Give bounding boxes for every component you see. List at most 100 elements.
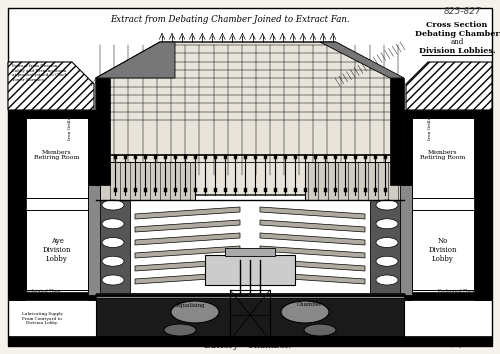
Polygon shape [96,200,130,295]
Text: Smee & Graham, 20 John London.: Smee & Graham, 20 John London. [416,344,488,348]
Bar [134,188,136,192]
Bar [184,155,186,159]
Bar [324,155,326,159]
Bar [364,188,366,192]
Bar [412,118,474,198]
Bar [404,110,492,118]
Bar [8,336,492,346]
Bar [144,155,146,159]
Ellipse shape [376,219,398,229]
Text: No. 1. 19: No. 1. 19 [12,344,32,348]
Ellipse shape [164,324,196,336]
Ellipse shape [304,324,336,336]
Bar [214,188,216,192]
Polygon shape [135,272,240,284]
Bar [274,188,276,192]
Bar [254,188,256,192]
Bar [284,188,286,192]
Bar [264,155,266,159]
Text: Iron Grille: Iron Grille [68,116,72,139]
Bar [244,188,246,192]
Polygon shape [260,246,365,258]
Bar [412,210,474,290]
Bar [314,155,316,159]
Bar [114,188,116,192]
Bar [8,110,96,118]
Bar [234,155,236,159]
Ellipse shape [376,200,398,210]
Bar [88,110,96,300]
Bar [194,188,196,192]
Ellipse shape [102,238,124,247]
Text: Perforated Floor: Perforated Floor [438,289,476,293]
Bar [294,155,296,159]
Bar [404,110,412,300]
Bar [204,155,206,159]
Polygon shape [135,207,240,219]
Bar [164,188,166,192]
Text: Division Lobbies.: Division Lobbies. [418,47,496,55]
Text: Perforated Floor: Perforated Floor [24,289,60,293]
Polygon shape [320,42,404,78]
Polygon shape [260,233,365,245]
Polygon shape [135,259,240,271]
Polygon shape [260,272,365,284]
Text: Battery   Chamber.: Battery Chamber. [204,342,292,350]
Bar [124,188,126,192]
Polygon shape [370,200,404,295]
Bar [154,188,156,192]
Bar [384,155,386,159]
Text: Cross Section: Cross Section [426,21,488,29]
Text: and: and [450,38,464,46]
Bar [144,188,146,192]
Polygon shape [260,207,365,219]
Bar [474,110,492,300]
Bar [304,188,306,192]
Bar [96,295,404,340]
Text: Aye
Division
Lobby: Aye Division Lobby [43,237,72,263]
Bar [400,185,412,295]
Bar [244,155,246,159]
Polygon shape [96,78,110,185]
Text: Extract from Debating Chamber Joined to Extract Fan.: Extract from Debating Chamber Joined to … [110,16,350,24]
Bar [174,155,176,159]
Bar [404,292,492,300]
Bar [154,155,156,159]
Bar [194,155,196,159]
Polygon shape [8,62,94,110]
Bar [204,188,206,192]
Bar [184,188,186,192]
Bar [114,155,116,159]
Bar [344,155,346,159]
Bar [205,255,295,285]
Polygon shape [135,233,240,245]
Bar [334,155,336,159]
Polygon shape [390,78,404,185]
Polygon shape [96,162,195,200]
Ellipse shape [102,256,124,266]
Bar [8,292,96,300]
Ellipse shape [376,275,398,285]
Bar [354,188,356,192]
Bar [224,188,226,192]
Bar [334,188,336,192]
Bar [344,188,346,192]
Bar [96,293,404,298]
Ellipse shape [171,301,219,323]
Bar [26,210,88,290]
Ellipse shape [376,238,398,247]
Bar [254,155,256,159]
Polygon shape [135,246,240,258]
Bar [364,155,366,159]
Polygon shape [260,220,365,232]
Bar [304,155,306,159]
Bar [225,248,275,256]
Polygon shape [96,42,175,78]
Bar [374,188,376,192]
Text: Members
Retiring Room: Members Retiring Room [34,150,80,160]
Bar [8,110,26,300]
Text: Equalising: Equalising [175,303,205,308]
Bar [124,155,126,159]
Polygon shape [260,259,365,271]
Bar [230,290,270,340]
